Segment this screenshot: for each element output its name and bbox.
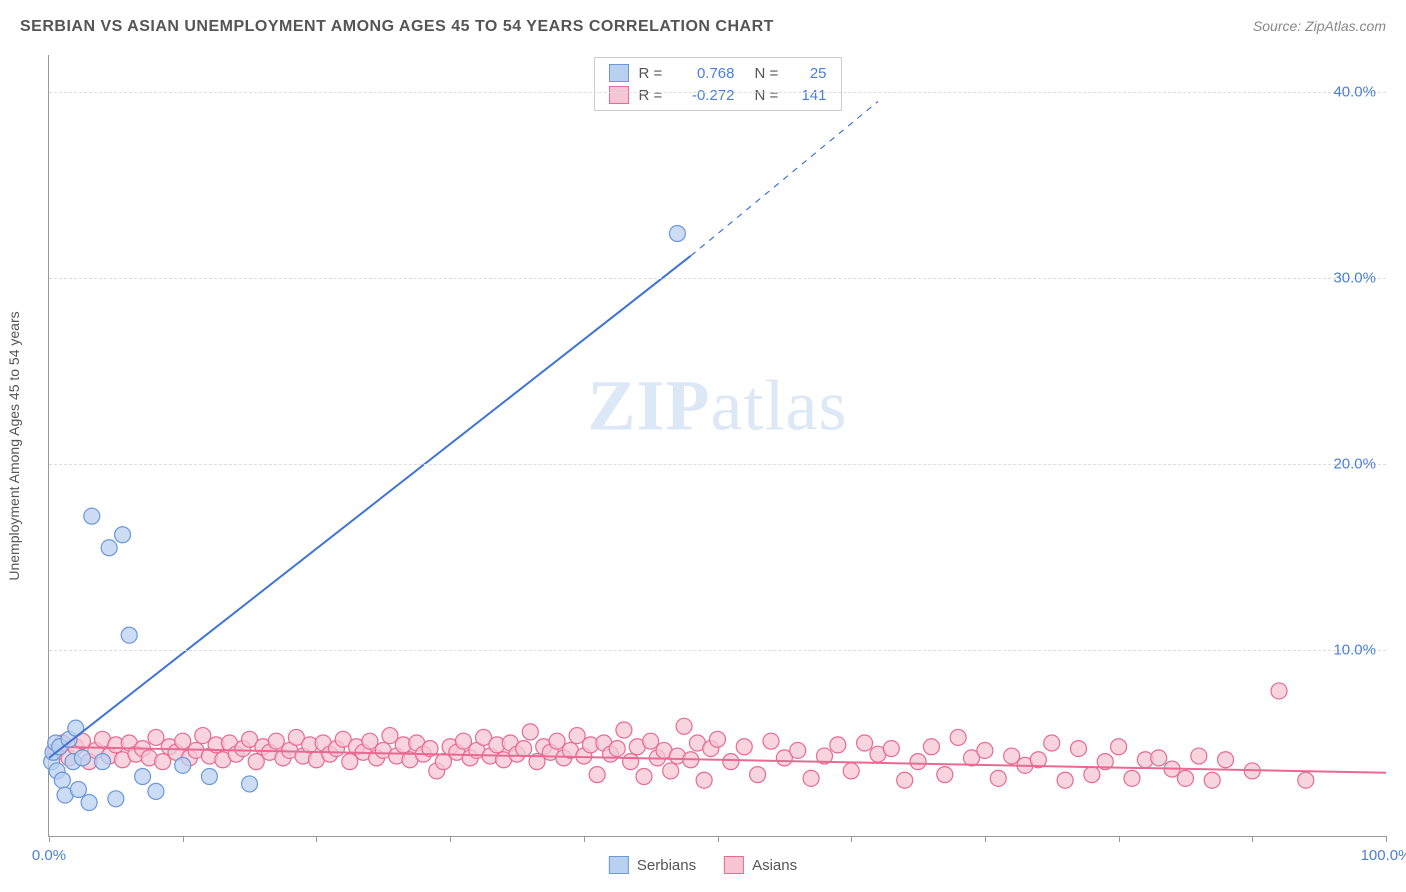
data-point[interactable] bbox=[763, 733, 779, 749]
data-point[interactable] bbox=[663, 763, 679, 779]
data-point[interactable] bbox=[54, 772, 70, 788]
data-point[interactable] bbox=[201, 768, 217, 784]
x-tick-label: 100.0% bbox=[1361, 847, 1406, 864]
data-point[interactable] bbox=[910, 754, 926, 770]
data-point[interactable] bbox=[1070, 741, 1086, 757]
data-point[interactable] bbox=[1057, 772, 1073, 788]
legend-item-serbians[interactable]: Serbians bbox=[609, 856, 696, 874]
data-point[interactable] bbox=[70, 782, 86, 798]
x-tick-label: 0.0% bbox=[32, 847, 66, 864]
data-point[interactable] bbox=[883, 741, 899, 757]
data-point[interactable] bbox=[1298, 772, 1314, 788]
data-point[interactable] bbox=[830, 737, 846, 753]
data-point[interactable] bbox=[101, 540, 117, 556]
data-point[interactable] bbox=[1124, 770, 1140, 786]
data-point[interactable] bbox=[937, 767, 953, 783]
data-point[interactable] bbox=[94, 754, 110, 770]
data-point[interactable] bbox=[175, 757, 191, 773]
plot-svg bbox=[49, 55, 1386, 836]
data-point[interactable] bbox=[977, 742, 993, 758]
data-point[interactable] bbox=[990, 770, 1006, 786]
data-point[interactable] bbox=[950, 729, 966, 745]
data-point[interactable] bbox=[1111, 739, 1127, 755]
data-point[interactable] bbox=[81, 795, 97, 811]
data-point[interactable] bbox=[268, 733, 284, 749]
data-point[interactable] bbox=[609, 741, 625, 757]
trend-line-dashed bbox=[691, 101, 878, 255]
data-point[interactable] bbox=[1151, 750, 1167, 766]
y-tick-label: 30.0% bbox=[1333, 270, 1376, 287]
data-point[interactable] bbox=[175, 733, 191, 749]
swatch-asians-icon bbox=[724, 856, 744, 874]
data-point[interactable] bbox=[148, 729, 164, 745]
data-point[interactable] bbox=[710, 731, 726, 747]
data-point[interactable] bbox=[121, 627, 137, 643]
data-point[interactable] bbox=[1044, 735, 1060, 751]
legend-item-asians[interactable]: Asians bbox=[724, 856, 797, 874]
plot-area: ZIPatlas R = 0.768 N = 25 R = -0.272 N =… bbox=[48, 55, 1386, 837]
data-point[interactable] bbox=[135, 768, 151, 784]
data-point[interactable] bbox=[115, 527, 131, 543]
data-point[interactable] bbox=[1084, 767, 1100, 783]
legend-series: Serbians Asians bbox=[609, 856, 797, 874]
y-tick-label: 10.0% bbox=[1333, 642, 1376, 659]
data-point[interactable] bbox=[923, 739, 939, 755]
data-point[interactable] bbox=[1177, 770, 1193, 786]
data-point[interactable] bbox=[897, 772, 913, 788]
y-axis-title: Unemployment Among Ages 45 to 54 years bbox=[6, 311, 22, 580]
data-point[interactable] bbox=[155, 754, 171, 770]
data-point[interactable] bbox=[1191, 748, 1207, 764]
data-point[interactable] bbox=[723, 754, 739, 770]
data-point[interactable] bbox=[1004, 748, 1020, 764]
data-point[interactable] bbox=[643, 733, 659, 749]
data-point[interactable] bbox=[248, 754, 264, 770]
data-point[interactable] bbox=[736, 739, 752, 755]
data-point[interactable] bbox=[843, 763, 859, 779]
trend-line bbox=[49, 256, 691, 758]
data-point[interactable] bbox=[382, 728, 398, 744]
data-point[interactable] bbox=[1271, 683, 1287, 699]
data-point[interactable] bbox=[342, 754, 358, 770]
legend-label-serbians: Serbians bbox=[637, 857, 696, 874]
chart-title: SERBIAN VS ASIAN UNEMPLOYMENT AMONG AGES… bbox=[20, 18, 774, 36]
y-tick-label: 40.0% bbox=[1333, 84, 1376, 101]
legend-label-asians: Asians bbox=[752, 857, 797, 874]
data-point[interactable] bbox=[623, 754, 639, 770]
data-point[interactable] bbox=[148, 783, 164, 799]
data-point[interactable] bbox=[242, 776, 258, 792]
data-point[interactable] bbox=[195, 728, 211, 744]
data-point[interactable] bbox=[676, 718, 692, 734]
data-point[interactable] bbox=[857, 735, 873, 751]
data-point[interactable] bbox=[616, 722, 632, 738]
data-point[interactable] bbox=[790, 742, 806, 758]
source-label: Source: ZipAtlas.com bbox=[1253, 18, 1386, 34]
data-point[interactable] bbox=[803, 770, 819, 786]
data-point[interactable] bbox=[435, 754, 451, 770]
data-point[interactable] bbox=[636, 768, 652, 784]
y-tick-label: 20.0% bbox=[1333, 456, 1376, 473]
data-point[interactable] bbox=[522, 724, 538, 740]
data-point[interactable] bbox=[74, 750, 90, 766]
data-point[interactable] bbox=[589, 767, 605, 783]
data-point[interactable] bbox=[1218, 752, 1234, 768]
data-point[interactable] bbox=[1204, 772, 1220, 788]
data-point[interactable] bbox=[362, 733, 378, 749]
data-point[interactable] bbox=[750, 767, 766, 783]
data-point[interactable] bbox=[516, 741, 532, 757]
data-point[interactable] bbox=[696, 772, 712, 788]
data-point[interactable] bbox=[669, 226, 685, 242]
data-point[interactable] bbox=[108, 791, 124, 807]
data-point[interactable] bbox=[455, 733, 471, 749]
data-point[interactable] bbox=[549, 733, 565, 749]
data-point[interactable] bbox=[84, 508, 100, 524]
data-point[interactable] bbox=[569, 728, 585, 744]
chart-container: SERBIAN VS ASIAN UNEMPLOYMENT AMONG AGES… bbox=[0, 0, 1406, 892]
swatch-serbians-icon bbox=[609, 856, 629, 874]
